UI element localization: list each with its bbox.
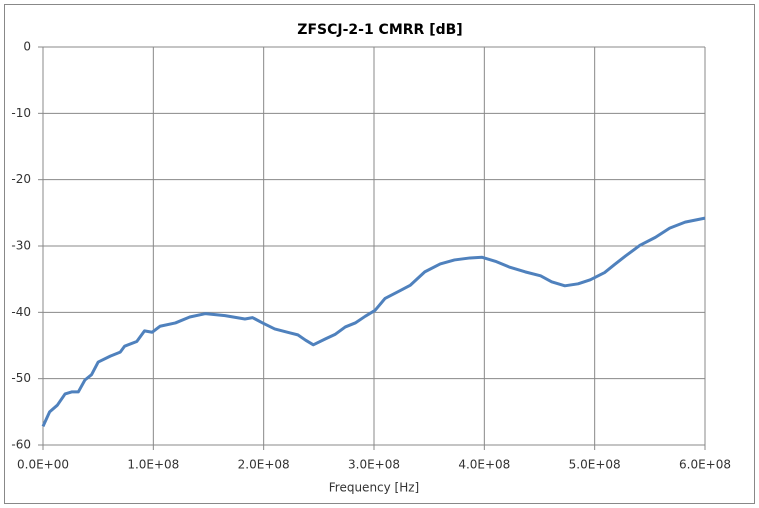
y-tick-label: 0 <box>23 40 31 54</box>
chart-title: ZFSCJ-2-1 CMRR [dB] <box>297 22 462 38</box>
y-tick-label: -20 <box>11 172 31 186</box>
x-tick-label: 6.0E+08 <box>679 458 731 472</box>
x-axis-label: Frequency [Hz] <box>329 481 420 495</box>
x-tick-label: 4.0E+08 <box>458 458 510 472</box>
y-tick-label: -30 <box>11 239 31 253</box>
chart-frame <box>4 4 755 504</box>
x-tick-label: 3.0E+08 <box>348 458 400 472</box>
x-tick-label: 1.0E+08 <box>127 458 179 472</box>
y-tick-label: -50 <box>11 371 31 385</box>
x-tick-label: 2.0E+08 <box>238 458 290 472</box>
x-tick-label: 0.0E+00 <box>17 458 69 472</box>
data-line <box>41 216 706 428</box>
y-tick-label: -40 <box>11 305 31 319</box>
y-tick-label: -60 <box>11 438 31 452</box>
x-tick-label: 5.0E+08 <box>569 458 621 472</box>
y-tick-label: -10 <box>11 106 31 120</box>
